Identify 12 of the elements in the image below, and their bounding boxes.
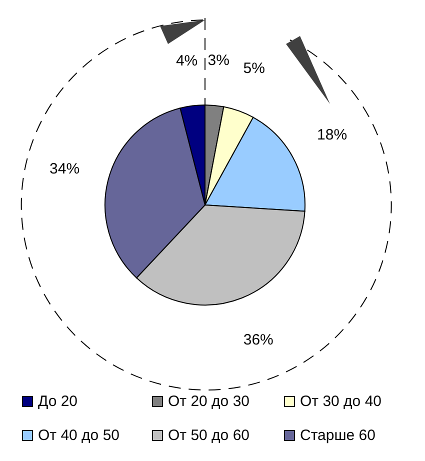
data-label: 18%: [317, 126, 348, 144]
legend-label: От 30 до 40: [300, 392, 382, 412]
data-label: 3%: [208, 52, 230, 70]
legend-label: От 20 до 30: [168, 392, 250, 412]
data-label: 34%: [50, 160, 80, 178]
legend-label: От 50 до 60: [168, 426, 250, 446]
data-label: 4%: [176, 52, 198, 70]
legend-label: До 20: [38, 392, 78, 412]
data-label: 36%: [243, 331, 274, 348]
legend-label: От 40 до 50: [38, 426, 120, 446]
legend-label: Старше 60: [300, 426, 376, 446]
data-label: 5%: [243, 60, 265, 78]
